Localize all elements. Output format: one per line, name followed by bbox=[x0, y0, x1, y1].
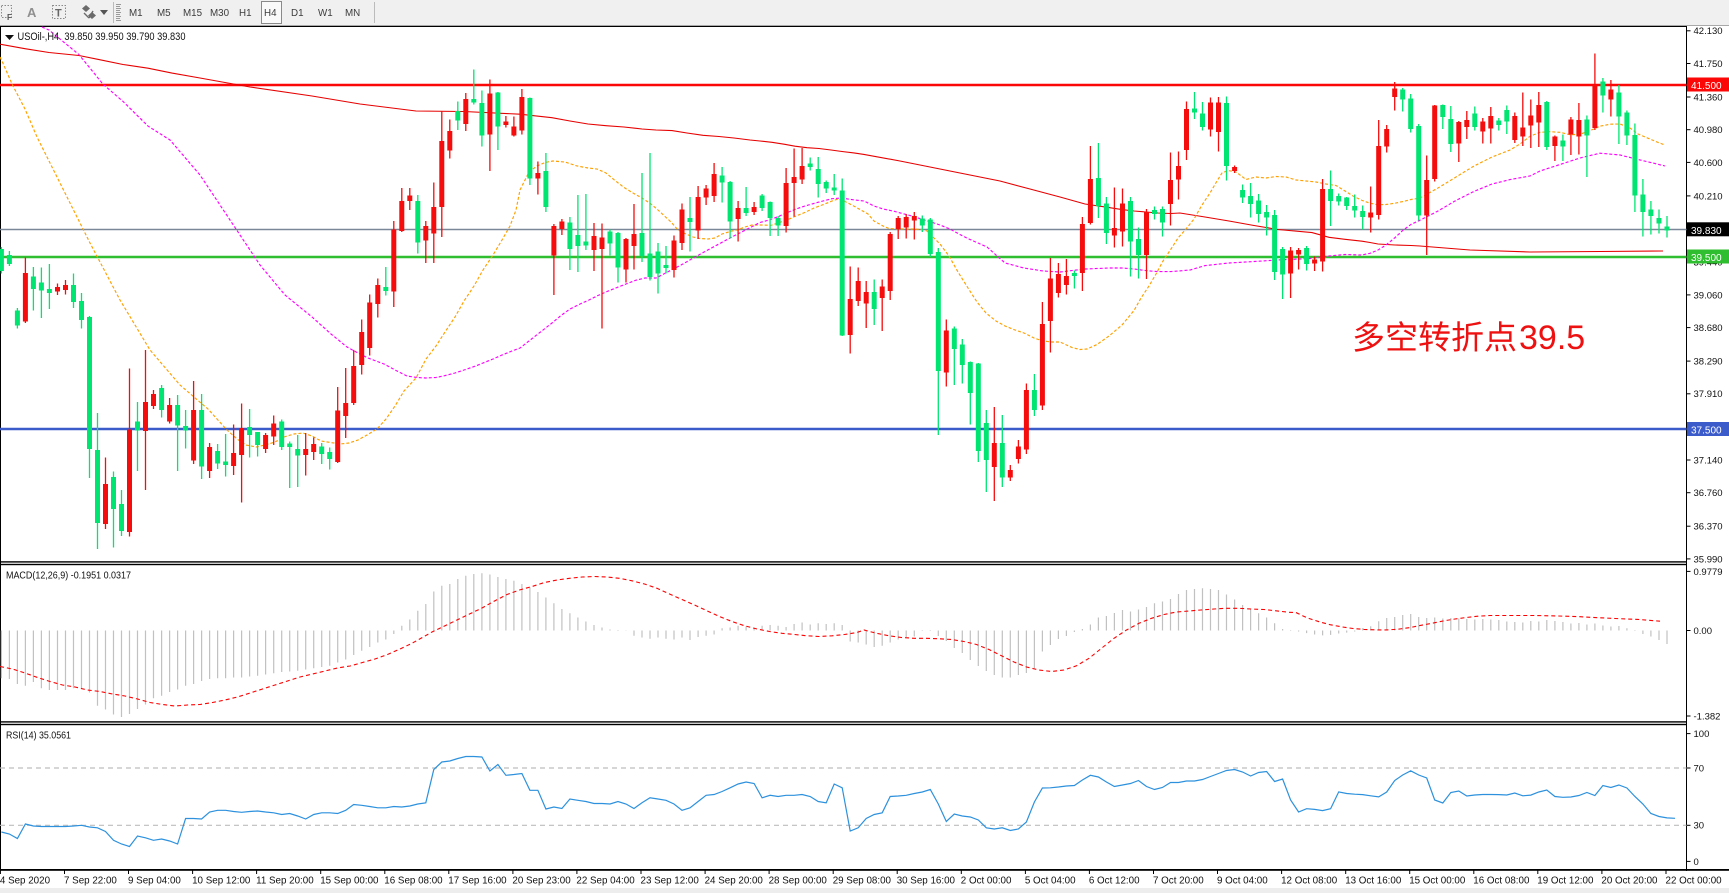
svg-text:MN: MN bbox=[345, 8, 360, 19]
svg-text:29 Sep 08:00: 29 Sep 08:00 bbox=[833, 876, 892, 887]
svg-text:20 Oct 20:00: 20 Oct 20:00 bbox=[1601, 876, 1658, 887]
svg-text:40.210: 40.210 bbox=[1694, 191, 1723, 202]
svg-text:24 Sep 20:00: 24 Sep 20:00 bbox=[705, 876, 764, 887]
svg-text:MACD(12,26,9) -0.1951 0.0317: MACD(12,26,9) -0.1951 0.0317 bbox=[6, 570, 131, 582]
svg-text:M5: M5 bbox=[157, 8, 171, 19]
svg-text:15 Sep 00:00: 15 Sep 00:00 bbox=[320, 876, 379, 887]
svg-text:19 Oct 12:00: 19 Oct 12:00 bbox=[1537, 876, 1594, 887]
svg-text:35.990: 35.990 bbox=[1694, 554, 1723, 565]
svg-text:22 Oct 00:00: 22 Oct 00:00 bbox=[1666, 876, 1723, 887]
svg-text:30: 30 bbox=[1694, 821, 1705, 832]
svg-text:M30: M30 bbox=[210, 8, 230, 19]
svg-text:16 Oct 08:00: 16 Oct 08:00 bbox=[1473, 876, 1530, 887]
svg-text:7 Oct 20:00: 7 Oct 20:00 bbox=[1153, 876, 1204, 887]
svg-text:D1: D1 bbox=[291, 8, 304, 19]
svg-text:2 Oct 00:00: 2 Oct 00:00 bbox=[961, 876, 1012, 887]
svg-text:0.9779: 0.9779 bbox=[1694, 567, 1723, 578]
svg-text:4 Sep 2020: 4 Sep 2020 bbox=[0, 876, 51, 887]
svg-text:A: A bbox=[27, 5, 37, 20]
svg-text:12 Oct 08:00: 12 Oct 08:00 bbox=[1281, 876, 1338, 887]
svg-text:37.910: 37.910 bbox=[1694, 389, 1723, 400]
svg-text:40.600: 40.600 bbox=[1694, 158, 1723, 169]
svg-text:37.140: 37.140 bbox=[1694, 455, 1723, 466]
svg-text:39.500: 39.500 bbox=[1691, 253, 1722, 264]
svg-text:RSI(14) 35.0561: RSI(14) 35.0561 bbox=[6, 730, 71, 742]
svg-text:23 Sep 12:00: 23 Sep 12:00 bbox=[641, 876, 700, 887]
svg-text:30 Sep 16:00: 30 Sep 16:00 bbox=[897, 876, 956, 887]
svg-text:7 Sep 22:00: 7 Sep 22:00 bbox=[64, 876, 117, 887]
svg-text:15 Oct 00:00: 15 Oct 00:00 bbox=[1409, 876, 1466, 887]
svg-text:38.680: 38.680 bbox=[1694, 323, 1723, 334]
svg-text:40.980: 40.980 bbox=[1694, 125, 1723, 136]
svg-text:16 Sep 08:00: 16 Sep 08:00 bbox=[384, 876, 443, 887]
svg-text:39.060: 39.060 bbox=[1694, 290, 1723, 301]
svg-text:M1: M1 bbox=[129, 8, 143, 19]
svg-text:41.360: 41.360 bbox=[1694, 92, 1723, 103]
svg-text:42.130: 42.130 bbox=[1694, 26, 1723, 37]
svg-text:41.500: 41.500 bbox=[1691, 81, 1722, 92]
svg-text:28 Sep 00:00: 28 Sep 00:00 bbox=[769, 876, 828, 887]
svg-text:39.5: 39.5 bbox=[1519, 319, 1585, 357]
svg-text:17 Sep 16:00: 17 Sep 16:00 bbox=[448, 876, 507, 887]
svg-text:9 Oct 04:00: 9 Oct 04:00 bbox=[1217, 876, 1268, 887]
svg-text:5 Oct 04:00: 5 Oct 04:00 bbox=[1025, 876, 1076, 887]
svg-text:36.370: 36.370 bbox=[1694, 522, 1723, 533]
svg-text:F: F bbox=[7, 13, 12, 22]
svg-text:22 Sep 04:00: 22 Sep 04:00 bbox=[576, 876, 635, 887]
svg-text:36.760: 36.760 bbox=[1694, 488, 1723, 499]
svg-text:H4: H4 bbox=[264, 8, 277, 19]
svg-text:0.00: 0.00 bbox=[1694, 626, 1713, 637]
svg-text:11 Sep 20:00: 11 Sep 20:00 bbox=[256, 876, 314, 887]
svg-text:9 Sep 04:00: 9 Sep 04:00 bbox=[128, 876, 181, 887]
svg-text:T: T bbox=[55, 8, 62, 20]
svg-text:M15: M15 bbox=[183, 8, 203, 19]
svg-text:6 Oct 12:00: 6 Oct 12:00 bbox=[1089, 876, 1140, 887]
svg-text:H1: H1 bbox=[239, 8, 252, 19]
svg-text:70: 70 bbox=[1694, 763, 1705, 774]
svg-text:USOil-,H4 39.850 39.950 39.79: USOil-,H4 39.850 39.950 39.790 39.830 bbox=[18, 31, 186, 43]
svg-text:20 Sep 23:00: 20 Sep 23:00 bbox=[512, 876, 571, 887]
svg-text:10 Sep 12:00: 10 Sep 12:00 bbox=[192, 876, 251, 887]
svg-text:0: 0 bbox=[1694, 857, 1699, 868]
svg-text:39.830: 39.830 bbox=[1691, 226, 1722, 237]
svg-text:37.500: 37.500 bbox=[1691, 426, 1722, 437]
svg-text:41.750: 41.750 bbox=[1694, 59, 1723, 70]
svg-text:38.290: 38.290 bbox=[1694, 357, 1723, 368]
svg-text:13 Oct 16:00: 13 Oct 16:00 bbox=[1345, 876, 1402, 887]
svg-text:100: 100 bbox=[1694, 729, 1710, 740]
svg-text:W1: W1 bbox=[318, 8, 333, 19]
svg-text:-1.382: -1.382 bbox=[1694, 711, 1721, 722]
